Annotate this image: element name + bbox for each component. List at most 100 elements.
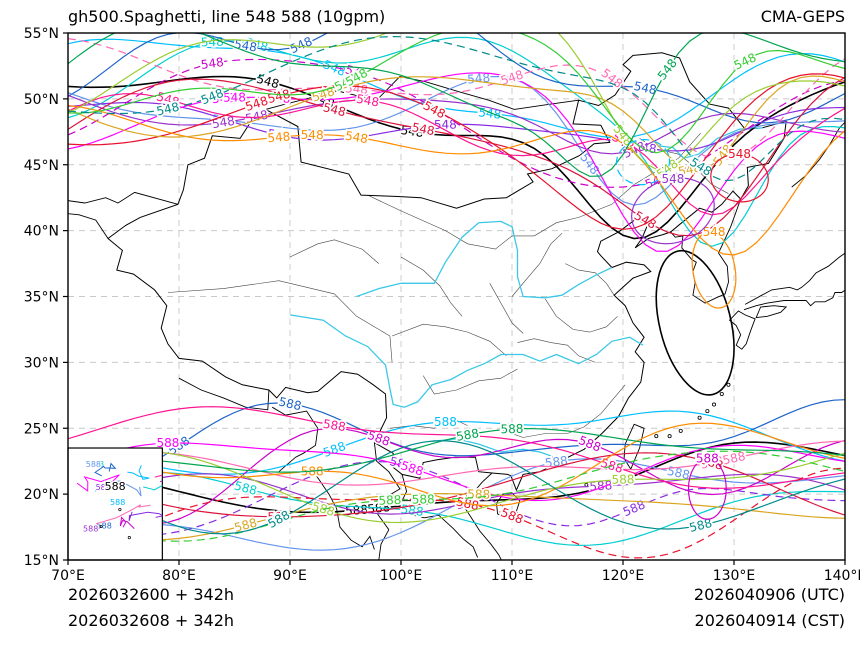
contour-label: 548 [655, 56, 680, 83]
ensemble-contour-548 [68, 33, 845, 177]
y-tick-label: 25°N [24, 421, 59, 437]
inset-contour-label: 588 [97, 522, 112, 531]
ensemble-contour-548 [68, 33, 845, 170]
coastline-path [791, 121, 845, 188]
island [726, 382, 731, 387]
ensemble-contour-588 [68, 493, 845, 541]
contour-label: 588 [378, 493, 401, 508]
province-boundary [517, 338, 596, 363]
y-tick-label: 40°N [24, 224, 59, 240]
inset-contour-label: 588 [89, 460, 104, 469]
ensemble-contour-548 [68, 76, 845, 237]
y-tick-label: 30°N [24, 355, 59, 371]
coastline-path [271, 406, 319, 473]
contour-label: 548 [732, 50, 759, 72]
valid-time-cst: 2026040914 (CST) [694, 611, 845, 630]
axes-layer: 70°E 80°E 90°E 100°E 110°E 120°E 130°E 140°E 15°… [24, 26, 860, 584]
x-tick-label: 100°E [380, 568, 423, 584]
ensemble-contour-588 [68, 406, 845, 489]
x-tick-label: 130°E [713, 568, 756, 584]
inset-contour-label: 588 [86, 460, 101, 469]
closed-contour-548 [631, 177, 715, 245]
contour-label: 548 [322, 100, 348, 119]
coastline-path [744, 252, 845, 305]
inset-contour [94, 480, 142, 497]
contour-label: 548 [411, 120, 436, 138]
ensemble-contour-588 [68, 440, 845, 535]
coastline-path [670, 198, 742, 304]
contour-label: 548 [223, 90, 246, 104]
province-boundary [289, 239, 379, 264]
contour-label: 548 [728, 147, 751, 161]
ensemble-contour-548 [68, 72, 845, 252]
valid-time-utc: 2026040906 (UTC) [693, 585, 845, 604]
inset-contour [95, 504, 151, 525]
inset-contour [127, 465, 150, 480]
river-path [650, 127, 763, 159]
province-boundary [422, 368, 518, 395]
province-boundary [167, 280, 393, 363]
closed-contour-548 [710, 153, 769, 203]
river-path [356, 220, 613, 299]
contour-label: 588 [233, 478, 259, 497]
island [667, 434, 672, 439]
province-boundary [400, 256, 463, 317]
province-boundary [511, 233, 563, 297]
contour-label: 548 [344, 129, 369, 147]
coastline-path [178, 377, 270, 411]
closed-contour-548 [691, 231, 737, 309]
x-tick-label: 110°E [491, 568, 534, 584]
ensemble-contour-548 [68, 38, 845, 161]
province-boundary [467, 384, 626, 438]
contour-label: 588 [721, 449, 746, 467]
coastline-path [743, 289, 845, 311]
contour-label: 548 [267, 129, 291, 145]
ensemble-contour-548 [68, 33, 845, 154]
closed-contour-548 [655, 249, 735, 396]
contour-label: 548 [633, 79, 658, 97]
contour-label: 588 [611, 472, 634, 486]
river-path [289, 314, 644, 408]
ensemble-contour-548 [68, 93, 845, 216]
province-boundary [565, 263, 615, 296]
x-tick-label: 80°E [162, 568, 196, 584]
contour-label: 588 [412, 492, 435, 506]
coastline-path [728, 310, 756, 350]
x-tick-label: 140°E [824, 568, 860, 584]
ensemble-contour-548 [68, 35, 845, 182]
island [584, 483, 589, 487]
inset-contour [76, 474, 120, 492]
inset-contour-label: 588 [96, 483, 111, 492]
x-tick-label: 120°E [602, 568, 645, 584]
y-tick-label: 45°N [24, 158, 59, 174]
ensemble-contour-588 [68, 450, 845, 542]
coastline-path [315, 474, 375, 550]
china-border [107, 52, 787, 492]
inset-contour [94, 462, 117, 477]
coastline-path [755, 305, 788, 319]
ensemble-contour-548 [68, 36, 845, 247]
model-name: CMA-GEPS [760, 7, 845, 26]
river-path [432, 438, 552, 457]
inset-contour-label: 588 [105, 480, 126, 493]
ensemble-contour-588 [68, 458, 845, 551]
inset-island [127, 536, 131, 540]
ensemble-contour-548 [68, 38, 845, 139]
init-time-run2: 2026032608 + 342h [68, 611, 235, 630]
map-layer [68, 52, 845, 560]
ensemble-contour-588 [68, 399, 845, 484]
y-tick-label: 15°N [24, 553, 59, 569]
province-boundary [389, 417, 468, 429]
chart-title: gh500.Spaghetti, line 548 588 (10gpm) [68, 7, 386, 26]
contour-label: 588 [322, 417, 347, 434]
inset-border [67, 447, 163, 561]
contour-label: 588 [455, 426, 480, 444]
y-tick-label: 20°N [24, 487, 59, 503]
inset-contour [128, 511, 163, 522]
ensemble-contour-588 [68, 427, 845, 525]
y-tick-label: 55°N [24, 26, 59, 42]
